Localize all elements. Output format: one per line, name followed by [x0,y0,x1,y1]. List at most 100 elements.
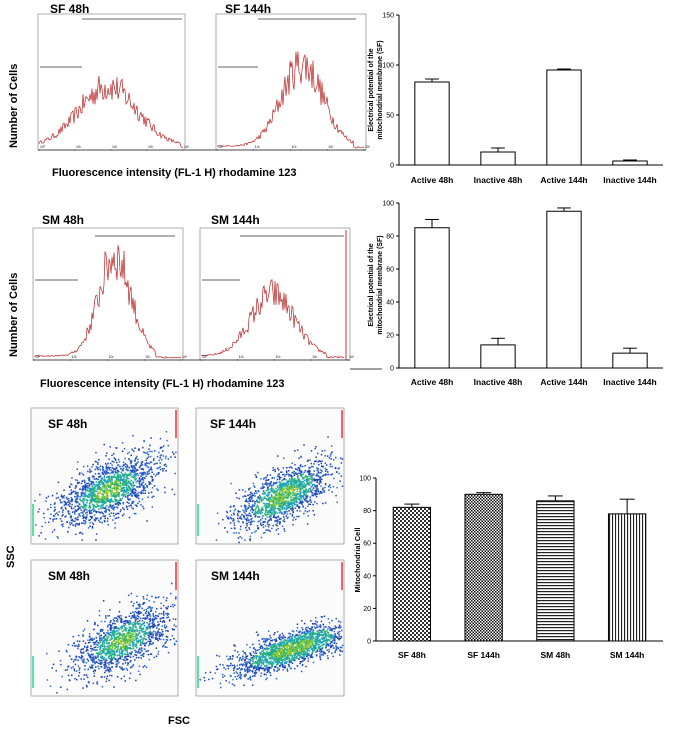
scatter-point [103,489,106,492]
scatter-point [300,484,303,486]
scatter-point [117,503,119,505]
scatter-point [133,491,135,493]
scatter-point [260,512,262,515]
scatter-point [61,506,63,509]
scatter-point [273,492,275,494]
scatter-point [54,502,56,504]
scatter-point [105,654,107,657]
scatter-point [145,627,148,629]
scatter-point [145,666,148,668]
scatter-point [111,470,113,473]
scatter-point [142,640,144,643]
y-tick-label: 100 [382,63,394,70]
scatter-point [304,484,307,486]
scatter-point [95,657,97,660]
scatter-point [86,495,89,497]
scatter-point [122,479,125,481]
scatter-point [137,640,139,642]
scatter-point [129,672,132,675]
scatter-point [108,481,110,483]
scatter-point [237,537,240,539]
scatter-point [112,472,114,474]
scatter-point [48,521,50,523]
scatter-point [153,616,155,618]
scatter-point [156,638,159,641]
scatter-point [274,490,277,493]
scatter-point [111,482,114,485]
scatter-point [157,624,159,626]
scatter-point [103,642,106,644]
scatter-point [152,479,154,481]
scatter-point [99,499,101,502]
scatter-point [91,481,93,484]
scatter-point [262,509,264,511]
category-label: Inactive 144h [603,377,656,387]
scatter-point [81,472,83,475]
scatter-point [242,658,244,660]
scatter-point [130,666,132,669]
scatter-point [157,631,159,633]
scatter-point [244,507,247,509]
scatter-point [97,473,100,475]
scatter-point [111,506,113,508]
y-tick-label: 60 [363,541,371,548]
scatter-point [105,505,108,507]
scatter-point [90,638,92,641]
scatter-point [75,678,78,681]
scatter-point [121,640,123,642]
scatter-point [138,477,141,479]
scatter-point [248,497,251,499]
sm-histogram-group: Number of Cells SM 48h 10⁰ 10¹ 10² 10³ 10⁴ S… [8,213,382,390]
scatter-point [272,467,274,469]
scatter-point [236,513,239,515]
scatter-point [66,688,69,691]
scatter-point [217,522,220,525]
scatter-point [279,495,282,497]
scatter-point [123,639,126,642]
scatter-point [264,496,266,498]
scatter-point [110,491,113,493]
scatter-point [134,618,136,620]
scatter-point [92,657,95,659]
scatter-point [265,489,268,492]
scatter-point [102,507,104,509]
scatter-point [122,658,124,661]
scatter-point [298,487,300,489]
scatter-point [93,498,95,500]
scatter-point [107,508,110,511]
scatter-point [118,615,120,617]
scatter-point [293,516,295,519]
scatter-point [301,483,303,486]
scatter-point [124,626,126,629]
scatter-point [118,649,121,651]
scatter-point [104,517,106,520]
scatter-point [90,501,92,504]
scatter-point [160,633,163,635]
scatter-point [324,462,327,464]
scatter-point [258,510,260,512]
scatter-point [109,621,112,623]
scatter-point [230,482,232,485]
scatter-point [67,674,70,677]
scatter-point [136,635,138,637]
scatter-point [316,502,318,505]
scatter-point [125,490,128,493]
scatter-point [151,643,153,645]
scatter-point [121,465,124,468]
scatter-point [302,486,304,488]
scatter-point [314,479,316,481]
scatter-point [107,495,109,497]
scatter-point [110,484,112,486]
scatter-point [83,499,86,502]
scatter-point [236,497,238,499]
scatter-point [320,631,322,633]
scatter-point [135,512,137,515]
scatter-point [75,479,77,481]
scatter-point [111,487,113,489]
scatter-point [165,455,167,458]
scatter-point [150,625,153,628]
scatter-point [86,489,88,491]
scatter-point [58,511,60,513]
scatter-point [324,483,327,485]
scatter-point [291,505,293,508]
